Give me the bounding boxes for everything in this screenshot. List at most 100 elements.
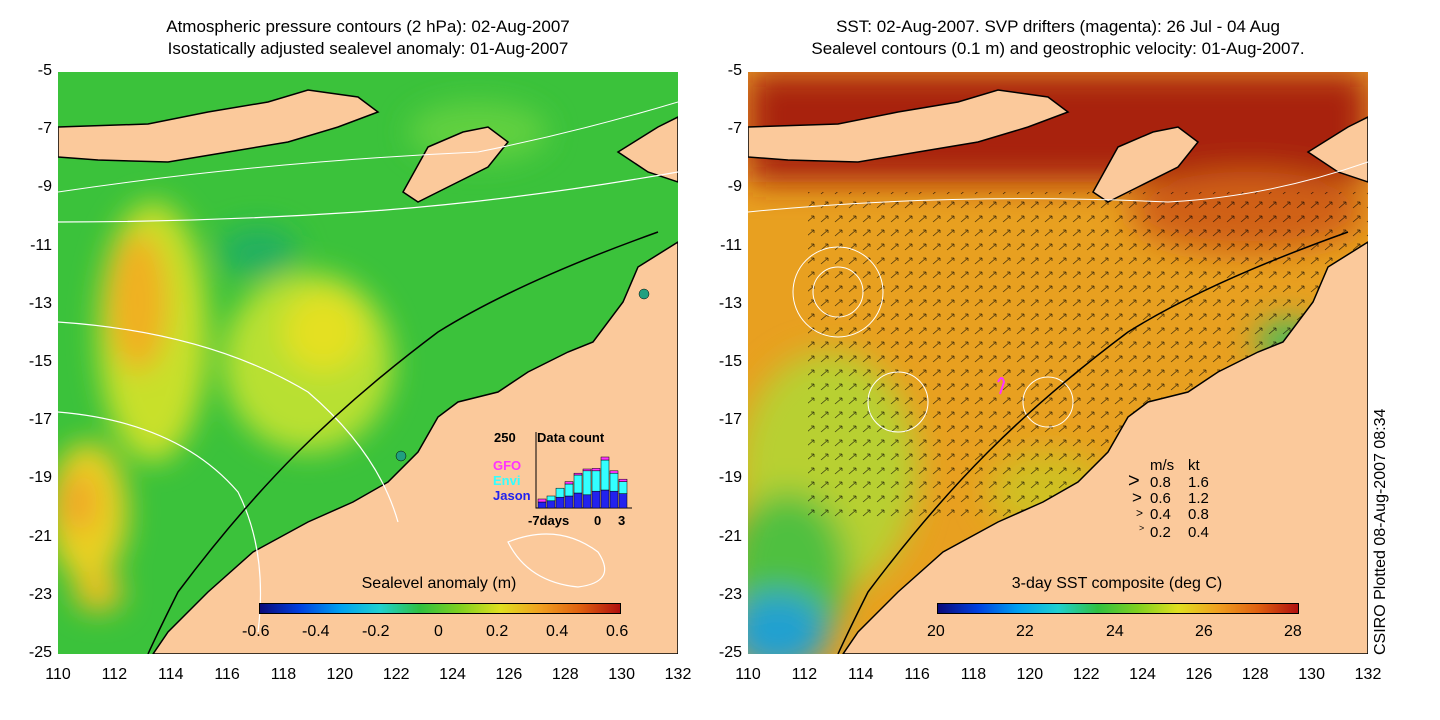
- plot-credit: CSIRO Plotted 08-Aug-2007 08:34: [1372, 408, 1389, 655]
- pressure-contour: [58, 171, 678, 223]
- inset-bar-jason: [582, 494, 592, 509]
- inset-bar-gfo: [609, 470, 619, 474]
- sealevel-anomaly-map[interactable]: [58, 72, 678, 654]
- left-lon-tick: 128: [551, 666, 579, 683]
- left-lat-tick: -17: [28, 411, 52, 429]
- left-lat-tick: -9: [37, 178, 52, 196]
- right-lat-tick: -11: [720, 236, 742, 254]
- inset-bar-jason: [609, 490, 619, 509]
- left-cb-tick: -0.6: [242, 623, 270, 640]
- sealevel-contour: [1022, 376, 1074, 428]
- left-cb-tick: -0.2: [362, 623, 390, 640]
- left-cb-tick: 0: [434, 623, 443, 640]
- left-title-line1: Atmospheric pressure contours (2 hPa): 0…: [166, 17, 570, 36]
- left-lon-tick: 112: [101, 666, 128, 683]
- inset-xlabel-mid: 0: [594, 513, 602, 528]
- right-cb-tick: 20: [927, 623, 945, 640]
- nusa-tenggara-land: [748, 89, 1070, 163]
- left-lon-tick: 114: [157, 666, 184, 683]
- right-colorbar-title: 3-day SST composite (deg C): [1011, 575, 1223, 592]
- legend-kt-value: 0.8: [1188, 506, 1209, 523]
- right-lon-tick: 126: [1185, 666, 1213, 683]
- inset-bar-jason: [537, 501, 547, 509]
- legend-ms-value: 0.8: [1150, 474, 1171, 491]
- right-lat-tick: -7: [727, 120, 742, 138]
- right-lat-tick: -13: [718, 294, 742, 312]
- inset-bar-gfo: [618, 478, 628, 482]
- inset-bar-gfo: [573, 472, 583, 476]
- sealevel-contour: [867, 371, 929, 433]
- source-gfo-label: GFO: [493, 458, 522, 473]
- pressure-contour: [58, 411, 262, 633]
- source-jason-label: Jason: [493, 488, 531, 503]
- tide-gauge-marker[interactable]: [638, 288, 650, 300]
- inset-bar-envi: [609, 472, 619, 492]
- right-cb-tick: 22: [1016, 623, 1034, 640]
- inset-bar-jason: [618, 493, 628, 509]
- left-lat-tick: -11: [30, 236, 52, 254]
- inset-bar-envi: [573, 474, 583, 494]
- left-lat-tick: -23: [28, 585, 52, 603]
- left-lat-tick: -5: [37, 62, 52, 79]
- right-lon-tick: 118: [960, 666, 987, 683]
- left-cb-tick: 0.2: [486, 623, 509, 640]
- legend-kt-value: 1.2: [1188, 490, 1209, 507]
- left-lat-tick: -19: [28, 469, 52, 487]
- inset-xlabel-left: -7days: [528, 513, 570, 528]
- bathymetry-contour: [837, 231, 1349, 654]
- australia-land: [152, 241, 678, 654]
- left-lon-tick: 130: [608, 666, 635, 683]
- right-cb-tick: 28: [1284, 623, 1302, 640]
- right-lon-tick: 130: [1298, 666, 1325, 683]
- data-count-title: Data count: [537, 430, 605, 445]
- right-lat-tick: -21: [718, 527, 742, 545]
- sealevel-contour: [748, 161, 1368, 213]
- inset-bar-gfo: [582, 468, 592, 472]
- data-count-bars: [535, 432, 632, 509]
- left-colorbar-title: Sealevel anomaly (m): [361, 575, 517, 592]
- right-lon-tick: 124: [1129, 666, 1156, 683]
- right-lon-tick: 122: [1072, 666, 1100, 683]
- pressure-contour: [58, 321, 399, 523]
- right-lat-tick: -5: [727, 62, 742, 79]
- sst-map[interactable]: [748, 72, 1368, 654]
- left-lon-tick: 120: [326, 666, 354, 683]
- right-lat-tick: -19: [718, 469, 742, 487]
- sealevel-contour: [792, 246, 884, 338]
- left-lon-tick: 126: [495, 666, 523, 683]
- pressure-contour: [58, 101, 678, 193]
- legend-ms-value: 0.4: [1150, 506, 1171, 523]
- left-title: Atmospheric pressure contours (2 hPa): 0…: [58, 16, 678, 60]
- left-lat-tick: -13: [28, 294, 52, 312]
- right-lat-tick: -23: [718, 585, 742, 603]
- inset-bar-envi: [555, 487, 565, 498]
- legend-unit-ms: m/s: [1150, 457, 1175, 474]
- inset-bar-gfo: [600, 456, 610, 461]
- right-cb-tick: 24: [1106, 623, 1124, 640]
- bathymetry-contour: [147, 231, 659, 654]
- timor-land: [402, 126, 510, 203]
- left-title-line2: Isostatically adjusted sealevel anomaly:…: [167, 39, 569, 58]
- legend-arrow-icon: >: [1128, 470, 1140, 492]
- right-lon-tick: 112: [791, 666, 818, 683]
- data-count-max: 250: [494, 430, 516, 445]
- inset-bar-jason: [546, 500, 556, 509]
- sealevel-map-svg: [58, 72, 678, 654]
- right-title-line2: Sealevel contours (0.1 m) and geostrophi…: [811, 39, 1305, 58]
- right-lat-tick: -9: [727, 178, 742, 196]
- right-lon-tick: 132: [1354, 666, 1382, 683]
- inset-bar-gfo: [537, 498, 547, 503]
- legend-ms-value: 0.6: [1150, 490, 1171, 507]
- right-title-line1: SST: 02-Aug-2007. SVP drifters (magenta)…: [836, 17, 1280, 36]
- right-lat-tick: -25: [718, 644, 742, 661]
- tide-gauge-marker[interactable]: [395, 450, 407, 462]
- inset-bar-envi: [582, 470, 592, 496]
- pressure-contour: [507, 533, 606, 588]
- legend-arrow-icon: >: [1132, 488, 1142, 507]
- inset-bar-jason: [573, 492, 583, 509]
- left-lon-tick: 122: [382, 666, 410, 683]
- right-cb-tick: 26: [1195, 623, 1213, 640]
- inset-bar-jason: [564, 495, 574, 509]
- inset-xlabel-right: 3: [618, 513, 626, 528]
- legend-kt-value: 0.4: [1188, 524, 1209, 541]
